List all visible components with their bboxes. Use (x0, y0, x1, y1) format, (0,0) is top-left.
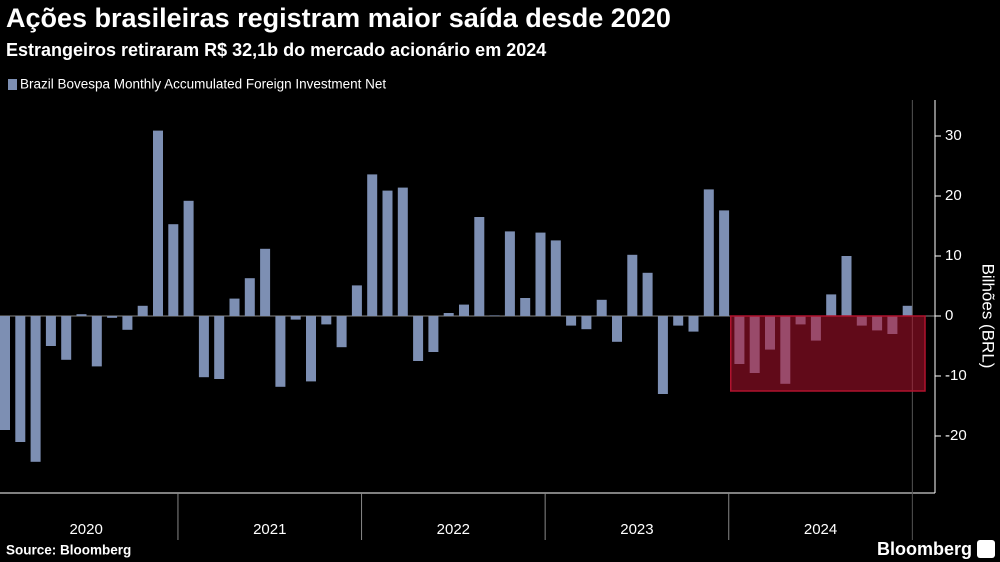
chart-title: Ações brasileiras registram maior saída … (6, 3, 671, 33)
bar (122, 316, 133, 330)
x-tick-label: 2023 (620, 521, 653, 538)
bar (61, 316, 72, 360)
bar (428, 316, 439, 352)
source: Source: Bloomberg (6, 543, 131, 558)
bar (504, 231, 515, 316)
y-axis-label: Bilhões (BRL) (979, 264, 998, 369)
bar (260, 248, 271, 316)
bar (566, 316, 577, 326)
y-tick-label: 10 (945, 247, 962, 264)
bar (321, 316, 332, 325)
y-tick-label: 0 (945, 307, 953, 324)
bar (0, 316, 10, 430)
bar (214, 316, 225, 379)
highlight-box (730, 315, 926, 392)
bar (351, 285, 362, 316)
bar (137, 305, 148, 316)
x-tick-label: 2024 (804, 521, 837, 538)
bar (336, 316, 347, 348)
bar (168, 224, 179, 316)
bar (642, 272, 653, 316)
bar (550, 240, 561, 316)
y-tick-label: 20 (945, 187, 962, 204)
brand: Bloomberg (877, 539, 972, 559)
bar (306, 316, 316, 382)
bar (45, 316, 56, 346)
bar (397, 187, 408, 316)
bar (826, 294, 837, 316)
bar (244, 278, 255, 316)
x-tick-label: 2020 (69, 521, 102, 538)
chart-subtitle: Estrangeiros retiraram R$ 32,1b do merca… (6, 40, 546, 60)
legend-swatch (8, 79, 17, 90)
bar (596, 299, 607, 316)
bar (902, 305, 913, 316)
x-tick-label: 2022 (437, 521, 470, 538)
bar (30, 316, 41, 462)
bar (367, 174, 378, 316)
bar (703, 189, 714, 316)
bar (290, 316, 301, 320)
bar (229, 298, 240, 316)
bar (153, 130, 163, 316)
bar (612, 316, 622, 342)
bar (413, 316, 424, 361)
bar (15, 316, 26, 442)
bar (76, 314, 87, 316)
bar (474, 217, 485, 316)
bar (657, 316, 668, 394)
brand-icon (977, 540, 995, 558)
y-tick-label: -10 (945, 367, 967, 384)
y-tick-label: -20 (945, 427, 967, 444)
bar (535, 232, 546, 316)
bar (91, 316, 102, 367)
bar (107, 316, 118, 318)
bar (719, 210, 730, 316)
bar (520, 298, 531, 316)
legend-label: Brazil Bovespa Monthly Accumulated Forei… (20, 77, 386, 92)
bar (627, 254, 638, 316)
bar (198, 316, 209, 378)
y-tick-label: 30 (945, 127, 962, 144)
bar (581, 316, 592, 330)
bar (443, 313, 454, 316)
bar (183, 200, 194, 316)
x-tick-label: 2021 (253, 521, 286, 538)
bar (459, 304, 469, 316)
bar (275, 316, 286, 387)
bar (673, 316, 684, 326)
bar (382, 190, 393, 316)
bar (489, 315, 500, 316)
bar (688, 316, 699, 332)
bar (841, 256, 852, 316)
